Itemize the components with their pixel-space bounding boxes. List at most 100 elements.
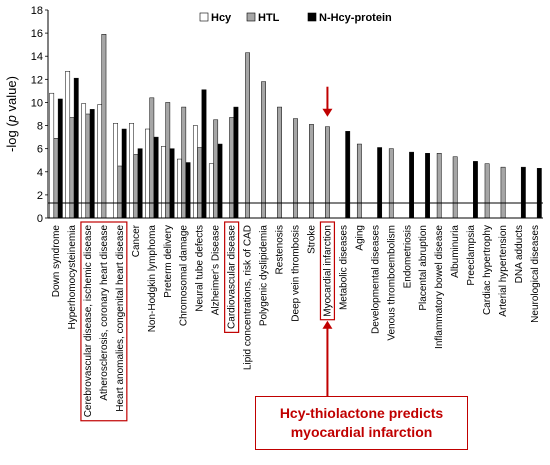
legend-swatch — [307, 12, 317, 22]
highlight-boxes — [80, 221, 336, 422]
y-tick-label: 16 — [31, 28, 43, 40]
y-tick-label: 8 — [37, 121, 43, 133]
bar-hcy — [81, 103, 87, 219]
x-category-label: Developmental diseases — [370, 225, 381, 334]
x-category-label: Alzheimer's Disease — [211, 225, 222, 316]
bar-n-hcy-protein — [536, 168, 542, 219]
x-category-label: Inflammatory bowel disease — [434, 225, 445, 349]
highlight-box — [80, 221, 128, 422]
x-category-label: Stroke — [306, 225, 317, 254]
x-category-label: Lipid concentrations, risk of CAD — [243, 225, 254, 370]
y-axis-title: -log (p value) — [4, 76, 19, 152]
bar-htl — [309, 124, 314, 219]
x-category-label: Deep vein thrombosis — [291, 225, 302, 322]
bar-htl — [325, 126, 330, 219]
legend-label: HTL — [258, 12, 280, 24]
bar-hcy — [145, 128, 150, 219]
bar-n-hcy-protein — [57, 98, 63, 219]
x-category-label: Hyperhomocysteinemia — [67, 225, 78, 330]
bar-htl — [149, 97, 155, 219]
x-category-label: Aging — [354, 225, 365, 251]
down-arrow-head — [322, 108, 333, 117]
x-category-label: Polygenic dyslipidemia — [259, 225, 270, 327]
bar-n-hcy-protein — [425, 153, 430, 219]
bar-n-hcy-protein — [89, 109, 95, 219]
bar-htl — [436, 153, 442, 219]
bar-htl — [117, 165, 123, 219]
bar-n-hcy-protein — [201, 89, 207, 219]
y-tick-label: 18 — [31, 5, 43, 17]
bar-htl — [101, 34, 107, 219]
bar-n-hcy-protein — [233, 106, 239, 219]
legend-label: N-Hcy-protein — [319, 12, 392, 24]
legend-swatch — [246, 12, 256, 22]
y-tick-label: 6 — [37, 144, 43, 156]
bar-n-hcy-protein — [409, 151, 414, 219]
up-arrow-head — [322, 320, 333, 329]
x-category-label: Arterial hypertension — [498, 225, 509, 317]
bar-n-hcy-protein — [217, 143, 223, 219]
bar-n-hcy-protein — [137, 148, 143, 219]
bar-hcy — [113, 122, 118, 219]
x-category-label: Albuminuria — [450, 225, 461, 278]
bar-hcy — [177, 158, 182, 219]
bar-n-hcy-protein — [73, 77, 79, 219]
bar-htl — [181, 106, 187, 219]
highlight-box — [224, 221, 240, 333]
bar-n-hcy-protein — [121, 128, 127, 219]
bar-n-hcy-protein — [520, 166, 526, 219]
bar-hcy — [129, 122, 134, 219]
bar-htl — [500, 166, 506, 219]
x-category-label: Cerebrovascular disease, ischemic diseas… — [83, 225, 94, 418]
y-tick-label: 14 — [31, 51, 43, 63]
x-category-label: Heart anomalies, congenital heart diseas… — [115, 225, 126, 412]
x-category-label: Neurological diseases — [530, 225, 541, 323]
y-tick-label: 10 — [31, 97, 43, 109]
x-category-label: DNA adducts — [514, 225, 525, 283]
bars — [49, 34, 542, 219]
x-category-label: Venous thromboembolism — [386, 225, 397, 341]
x-category-label: Myocardial infarction — [322, 225, 333, 317]
x-category-label: Down syndrome — [51, 225, 62, 298]
y-axis-ticks: 0 2 4 6 8 10 12 14 16 18 — [31, 5, 48, 225]
x-category-label: Cancer — [131, 224, 142, 257]
y-axis-label: -log (p value) — [4, 76, 19, 152]
x-category-label: Non-Hodgkin lymphoma — [147, 225, 158, 333]
bar-htl — [197, 147, 203, 219]
bar-hcy — [161, 146, 166, 219]
y-tick-label: 2 — [37, 190, 43, 202]
x-category-label: Endometriosis — [402, 225, 413, 288]
x-category-label: Placental abruption — [418, 225, 429, 311]
x-category-label: Atherosclerosis, coronary heart disease — [99, 225, 110, 401]
bar-hcy — [97, 104, 102, 219]
annotation-callout: Hcy-thiolactone predicts myocardial infa… — [255, 396, 468, 450]
bar-htl — [277, 106, 282, 219]
bar-hcy — [208, 163, 214, 219]
x-category-label: Neural tube defects — [195, 225, 206, 312]
category-labels: Down syndrome Hyperhomocysteinemia Cerebro… — [51, 224, 541, 417]
legend-label: Hcy — [211, 12, 232, 24]
x-category-label: Preterm delivery — [163, 225, 174, 298]
annotation-arrows — [322, 86, 333, 396]
bar-htl — [484, 163, 490, 219]
y-tick-label: 4 — [37, 167, 43, 179]
bar-htl — [356, 143, 362, 219]
bar-hcy — [65, 70, 71, 219]
x-category-label: Chromosomal damage — [179, 225, 190, 327]
x-category-label: Metabolic diseases — [338, 225, 349, 310]
bar-htl — [165, 102, 171, 219]
bar-n-hcy-protein — [185, 162, 191, 219]
x-category-label: Preeclampsia — [466, 225, 477, 286]
annotation-line-2: myocardial infarction — [290, 424, 433, 440]
axes — [47, 10, 543, 219]
x-category-label: Restenosis — [275, 225, 286, 274]
y-tick-label: 0 — [37, 213, 43, 225]
x-category-label: Cardiac hypertrophy — [482, 225, 493, 315]
bar-n-hcy-protein — [377, 147, 383, 219]
bar-htl — [133, 154, 139, 219]
highlight-box — [319, 221, 336, 321]
bar-hcy — [192, 125, 198, 219]
legend: Hcy HTL N-Hcy-protein — [199, 12, 392, 24]
bar-n-hcy-protein — [153, 136, 159, 219]
